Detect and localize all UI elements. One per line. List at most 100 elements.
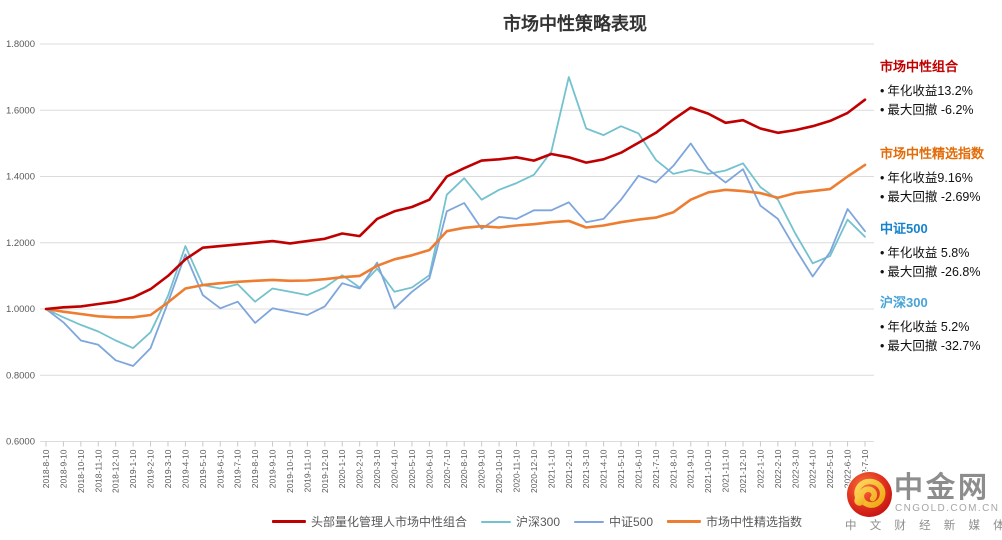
brand-tagline: 中 文 财 经 新 媒 体 [845, 520, 1002, 532]
x-tick-label: 2020-2-10 [355, 449, 365, 488]
y-tick-label: 1.8000 [6, 39, 35, 50]
bullet-icon: • [880, 190, 885, 204]
annotation-stat: • 最大回撤 -2.69% [880, 188, 1002, 207]
x-tick-label: 2018-11-10 [93, 449, 103, 492]
legend-label: 中证500 [609, 515, 654, 529]
legend-item: 市场中性精选指数 [667, 513, 802, 530]
bullet-icon: • [880, 171, 885, 185]
annotation-title: 市场中性组合 [880, 59, 959, 74]
x-tick-label: 2021-10-10 [703, 449, 713, 493]
y-tick-label: 1.6000 [6, 105, 35, 116]
x-tick-label: 2020-8-10 [459, 449, 469, 488]
y-tick-label: 1.2000 [6, 238, 35, 249]
x-tick-label: 2022-7-10 [860, 449, 870, 488]
annotation-stat-text: 最大回撤 -26.8% [887, 265, 981, 279]
legend-line-swatch-icon [271, 520, 306, 523]
annotation-title: 市场中性精选指数 [880, 146, 985, 161]
x-tick-label: 2021-4-10 [599, 449, 609, 488]
x-tick-label: 2019-11-10 [302, 449, 312, 492]
annotation-stat-text: 年化收益9.16% [887, 171, 973, 185]
x-tick-label: 2019-2-10 [146, 449, 156, 488]
series-line [44, 163, 867, 319]
x-tick-label: 2020-11-10 [511, 449, 521, 492]
x-tick-label: 2019-5-10 [198, 449, 208, 488]
annotation-stat-text: 年化收益 5.2% [887, 320, 970, 334]
x-tick-label: 2022-4-10 [808, 449, 818, 488]
x-tick-label: 2021-11-10 [721, 449, 731, 492]
y-tick-label: 1.4000 [6, 172, 35, 183]
x-tick-label: 2019-6-10 [215, 449, 225, 488]
annotation-title: 中证500 [880, 221, 928, 236]
x-tick-label: 2019-9-10 [268, 449, 278, 488]
annotation-stat: • 年化收益13.2% [880, 82, 1002, 101]
annotation-stat-text: 年化收益13.2% [887, 84, 973, 98]
legend-label: 沪深300 [515, 515, 560, 529]
brand-footer: 中金网 CNGOLD.COM.CN 中 文 财 经 新 媒 体 [845, 464, 1002, 536]
y-tick-label: 1.0000 [6, 304, 35, 315]
annotation-block: 市场中性精选指数 • 年化收益9.16% • 最大回撤 -2.69% [880, 143, 1002, 207]
x-tick-label: 2021-1-10 [546, 449, 556, 488]
x-tick-label: 2022-2-10 [773, 449, 783, 488]
x-tick-label: 2021-6-10 [633, 449, 643, 488]
x-tick-label: 2019-12-10 [320, 449, 330, 493]
x-tick-label: 2018-8-10 [41, 449, 51, 488]
annotation-stat-text: 最大回撤 -32.7% [887, 339, 981, 353]
legend-line-swatch-icon [480, 520, 511, 523]
x-tick-label: 2020-6-10 [424, 449, 434, 488]
legend-item: 沪深300 [480, 513, 560, 530]
legend-line-swatch-icon [667, 520, 702, 523]
x-tick-label: 2019-8-10 [250, 449, 260, 488]
x-tick-label: 2021-9-10 [686, 449, 696, 488]
annotation-stat: • 最大回撤 -32.7% [880, 337, 1002, 356]
x-tick-label: 2019-1-10 [128, 449, 138, 488]
x-tick-label: 2021-3-10 [581, 449, 591, 488]
legend-item: 头部量化管理人市场中性组合 [271, 513, 467, 530]
series-line [45, 76, 866, 350]
annotation-stat: • 年化收益 5.2% [880, 318, 1002, 337]
bullet-icon: • [880, 84, 885, 98]
annotation-column: 市场中性组合 • 年化收益13.2% • 最大回撤 -6.2% 市场中性精选指数 • 年化收益… [880, 0, 1002, 400]
x-tick-label: 2020-4-10 [390, 449, 400, 488]
series-line [44, 98, 867, 311]
legend-label: 市场中性精选指数 [706, 515, 803, 529]
x-tick-label: 2020-9-10 [477, 449, 487, 488]
bullet-icon: • [880, 320, 885, 334]
x-tick-label: 2020-3-10 [372, 449, 382, 488]
annotation-block: 中证500 • 年化收益 5.8% • 最大回撤 -26.8% [880, 218, 1002, 282]
x-tick-label: 2019-4-10 [180, 449, 190, 488]
brand-domain: CNGOLD.COM.CN [895, 503, 1000, 514]
bullet-icon: • [880, 246, 885, 260]
annotation-stat-text: 最大回撤 -6.2% [887, 103, 974, 117]
annotation-stat: • 年化收益 5.8% [880, 244, 1002, 263]
annotation-stat: • 年化收益9.16% [880, 169, 1002, 188]
x-tick-label: 2018-10-10 [76, 449, 86, 493]
x-tick-label: 2021-2-10 [564, 449, 574, 488]
x-tick-label: 2019-7-10 [233, 449, 243, 488]
legend-label: 头部量化管理人市场中性组合 [310, 515, 467, 529]
y-tick-label: 0.6000 [6, 437, 35, 448]
x-tick-label: 2021-12-10 [738, 449, 748, 493]
bullet-icon: • [880, 339, 885, 353]
annotation-stat-text: 最大回撤 -2.69% [887, 190, 981, 204]
bullet-icon: • [880, 103, 885, 117]
x-tick-label: 2019-3-10 [163, 449, 173, 488]
annotation-block: 市场中性组合 • 年化收益13.2% • 最大回撤 -6.2% [880, 56, 1002, 120]
bullet-icon: • [880, 265, 885, 279]
legend-item: 中证500 [574, 513, 653, 530]
x-tick-label: 2020-10-10 [494, 449, 504, 493]
x-tick-label: 2019-10-10 [285, 449, 295, 493]
x-tick-label: 2022-1-10 [755, 449, 765, 488]
x-tick-label: 2022-5-10 [825, 449, 835, 488]
x-tick-label: 2021-8-10 [668, 449, 678, 488]
annotation-title: 沪深300 [880, 295, 928, 310]
x-tick-label: 2022-6-10 [843, 449, 853, 488]
annotation-stat: • 最大回撤 -6.2% [880, 101, 1002, 120]
legend-line-swatch-icon [574, 520, 604, 523]
y-tick-label: 0.8000 [6, 370, 35, 381]
annotation-block: 沪深300 • 年化收益 5.2% • 最大回撤 -32.7% [880, 292, 1002, 356]
x-tick-label: 2022-3-10 [790, 449, 800, 488]
x-tick-label: 2018-9-10 [58, 449, 68, 488]
chart-legend: 头部量化管理人市场中性组合 沪深300 中证500 市场中性精选指数 [271, 513, 802, 530]
